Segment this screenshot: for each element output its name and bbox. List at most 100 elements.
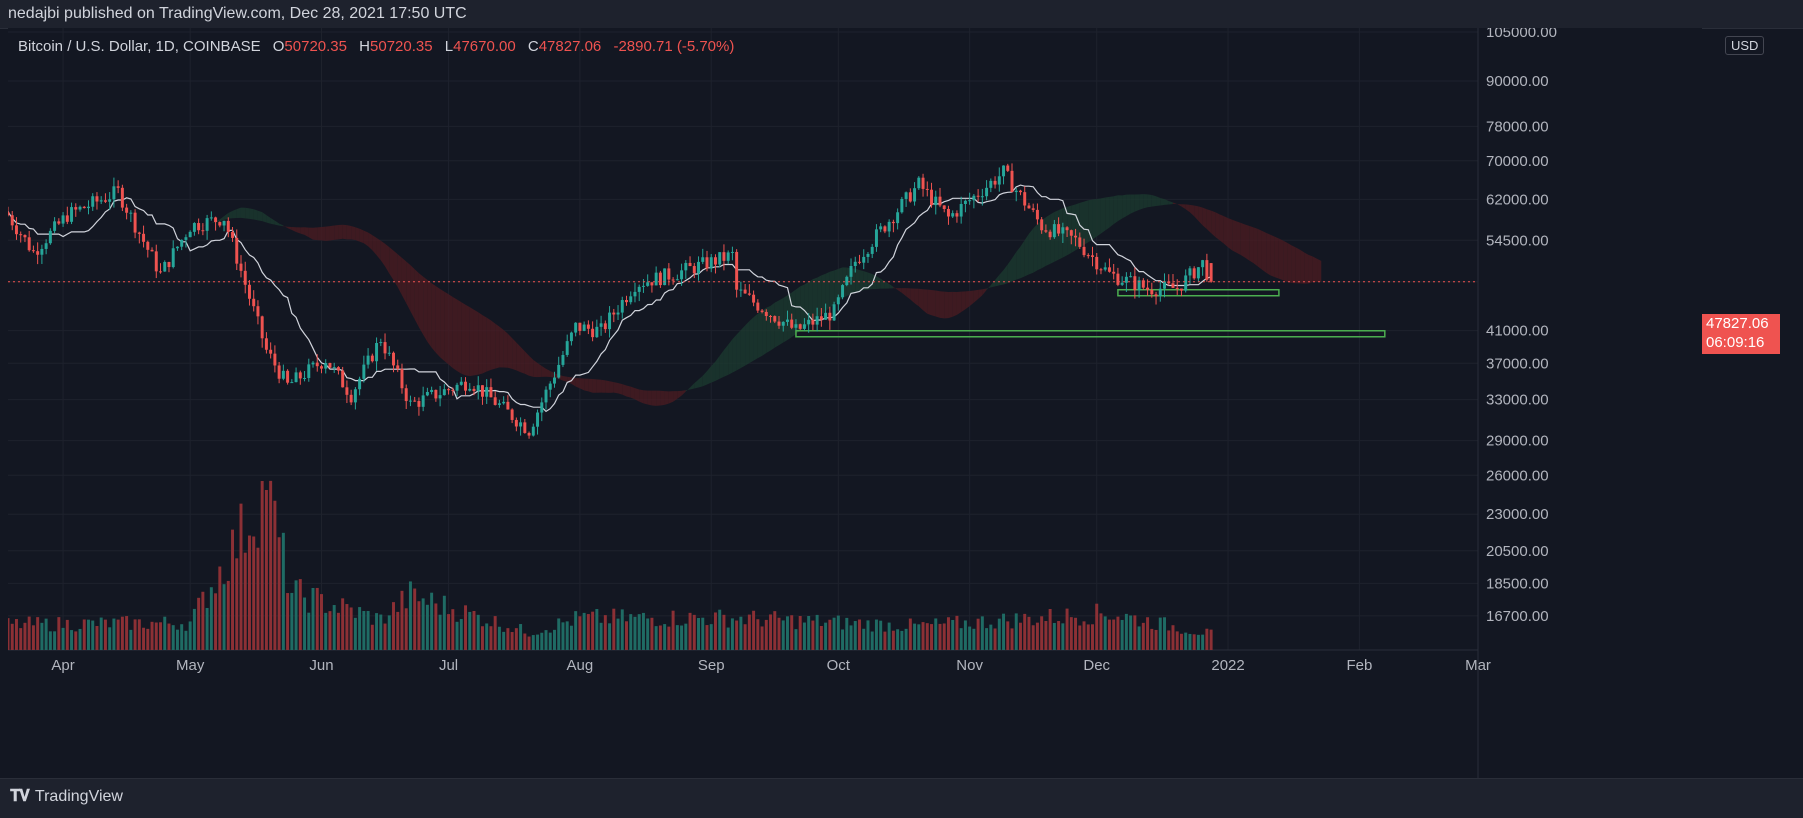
candle-body	[214, 217, 217, 222]
volume-bar	[121, 617, 124, 650]
ichimoku-cloud	[741, 326, 745, 368]
price-axis-label: 20500.00	[1486, 543, 1549, 560]
ichimoku-cloud	[919, 289, 923, 310]
volume-bar	[778, 618, 781, 650]
volume-bar	[218, 567, 221, 650]
ichimoku-cloud	[360, 229, 364, 243]
candle-body	[337, 367, 340, 370]
ichimoku-cloud	[546, 369, 550, 377]
volume-bar	[854, 621, 857, 650]
ichimoku-cloud	[326, 226, 330, 241]
candle-body	[977, 196, 980, 197]
ichimoku-cloud	[1025, 234, 1029, 277]
volume-bar	[1074, 618, 1077, 650]
volume-bar	[744, 624, 747, 650]
volume-bar	[32, 625, 35, 650]
ichimoku-cloud	[1237, 221, 1241, 255]
candle-body	[655, 273, 658, 286]
candle-body	[498, 403, 501, 405]
volume-bar	[1138, 626, 1141, 650]
candle-body	[515, 420, 518, 427]
volume-bar	[1083, 621, 1086, 650]
ichimoku-cloud	[228, 211, 232, 219]
candle-body	[739, 290, 742, 291]
ichimoku-cloud	[313, 227, 317, 240]
candle-body	[121, 188, 124, 208]
ichimoku-cloud	[220, 216, 224, 221]
ichimoku-cloud	[915, 289, 919, 307]
candle-body	[625, 300, 628, 302]
ichimoku-cloud	[482, 315, 486, 373]
ichimoku-cloud	[300, 227, 304, 235]
volume-bar	[642, 613, 645, 650]
symbol-name: Bitcoin / U.S. Dollar, 1D, COINBASE	[18, 38, 261, 55]
volume-bar	[617, 619, 620, 650]
candle-body	[773, 316, 776, 321]
candle-body	[769, 316, 772, 317]
candle-body	[693, 266, 696, 273]
candle-body	[659, 273, 662, 285]
candle-body	[223, 221, 226, 226]
candle-body	[19, 234, 22, 235]
candle-body	[358, 379, 361, 389]
candle-body	[595, 327, 598, 337]
ichimoku-cloud	[940, 291, 944, 318]
ichimoku-cloud	[1292, 245, 1296, 283]
ichimoku-cloud	[338, 225, 342, 240]
candle-body	[125, 208, 128, 213]
volume-bar	[341, 598, 344, 650]
candle-body	[1066, 227, 1069, 230]
x-tick-label: 2022	[1211, 657, 1244, 674]
open-label: O	[273, 38, 285, 55]
bar-countdown: 06:09:16	[1706, 333, 1780, 352]
candle-body	[70, 207, 73, 222]
volume-bar	[1006, 621, 1009, 650]
currency-badge[interactable]: USD	[1725, 36, 1764, 55]
ichimoku-cloud	[1270, 235, 1274, 277]
ichimoku-cloud	[1016, 247, 1020, 280]
volume-bar	[176, 630, 179, 650]
ichimoku-cloud	[1266, 233, 1270, 276]
volume-bar	[1163, 617, 1166, 650]
volume-bar	[400, 591, 403, 650]
candle-body	[701, 257, 704, 262]
volume-bar	[79, 629, 82, 650]
candle-body	[1049, 232, 1052, 238]
volume-bar	[722, 615, 725, 650]
volume-bar	[875, 620, 878, 650]
candle-body	[341, 371, 344, 388]
candle-body	[451, 390, 454, 391]
candle-body	[167, 262, 170, 267]
ichimoku-cloud	[1046, 215, 1050, 266]
volume-bar	[672, 611, 675, 650]
volume-bar	[1057, 621, 1060, 650]
volume-bar	[489, 626, 492, 650]
x-tick-label: Nov	[956, 657, 983, 674]
volume-bar	[256, 548, 259, 650]
volume-bar	[820, 626, 823, 650]
candle-body	[782, 322, 785, 326]
volume-bar	[680, 626, 683, 650]
ichimoku-cloud	[605, 380, 609, 393]
candle-body	[1015, 191, 1018, 192]
ichimoku-cloud	[724, 345, 728, 377]
volume-bar	[1015, 613, 1018, 650]
volume-bar	[1053, 623, 1056, 650]
candle-body	[549, 384, 552, 390]
candle-body	[985, 188, 988, 196]
candle-body	[426, 392, 429, 395]
candle-body	[845, 277, 848, 285]
candle-body	[460, 382, 463, 385]
volume-bar	[608, 623, 611, 650]
volume-bar	[532, 635, 535, 650]
candle-body	[146, 242, 149, 250]
volume-bar	[1146, 617, 1149, 650]
candle-body	[888, 222, 891, 232]
ichimoku-cloud	[533, 360, 537, 377]
candle-body	[362, 365, 365, 379]
volume-bar	[1070, 617, 1073, 650]
ichimoku-cloud	[635, 388, 639, 402]
